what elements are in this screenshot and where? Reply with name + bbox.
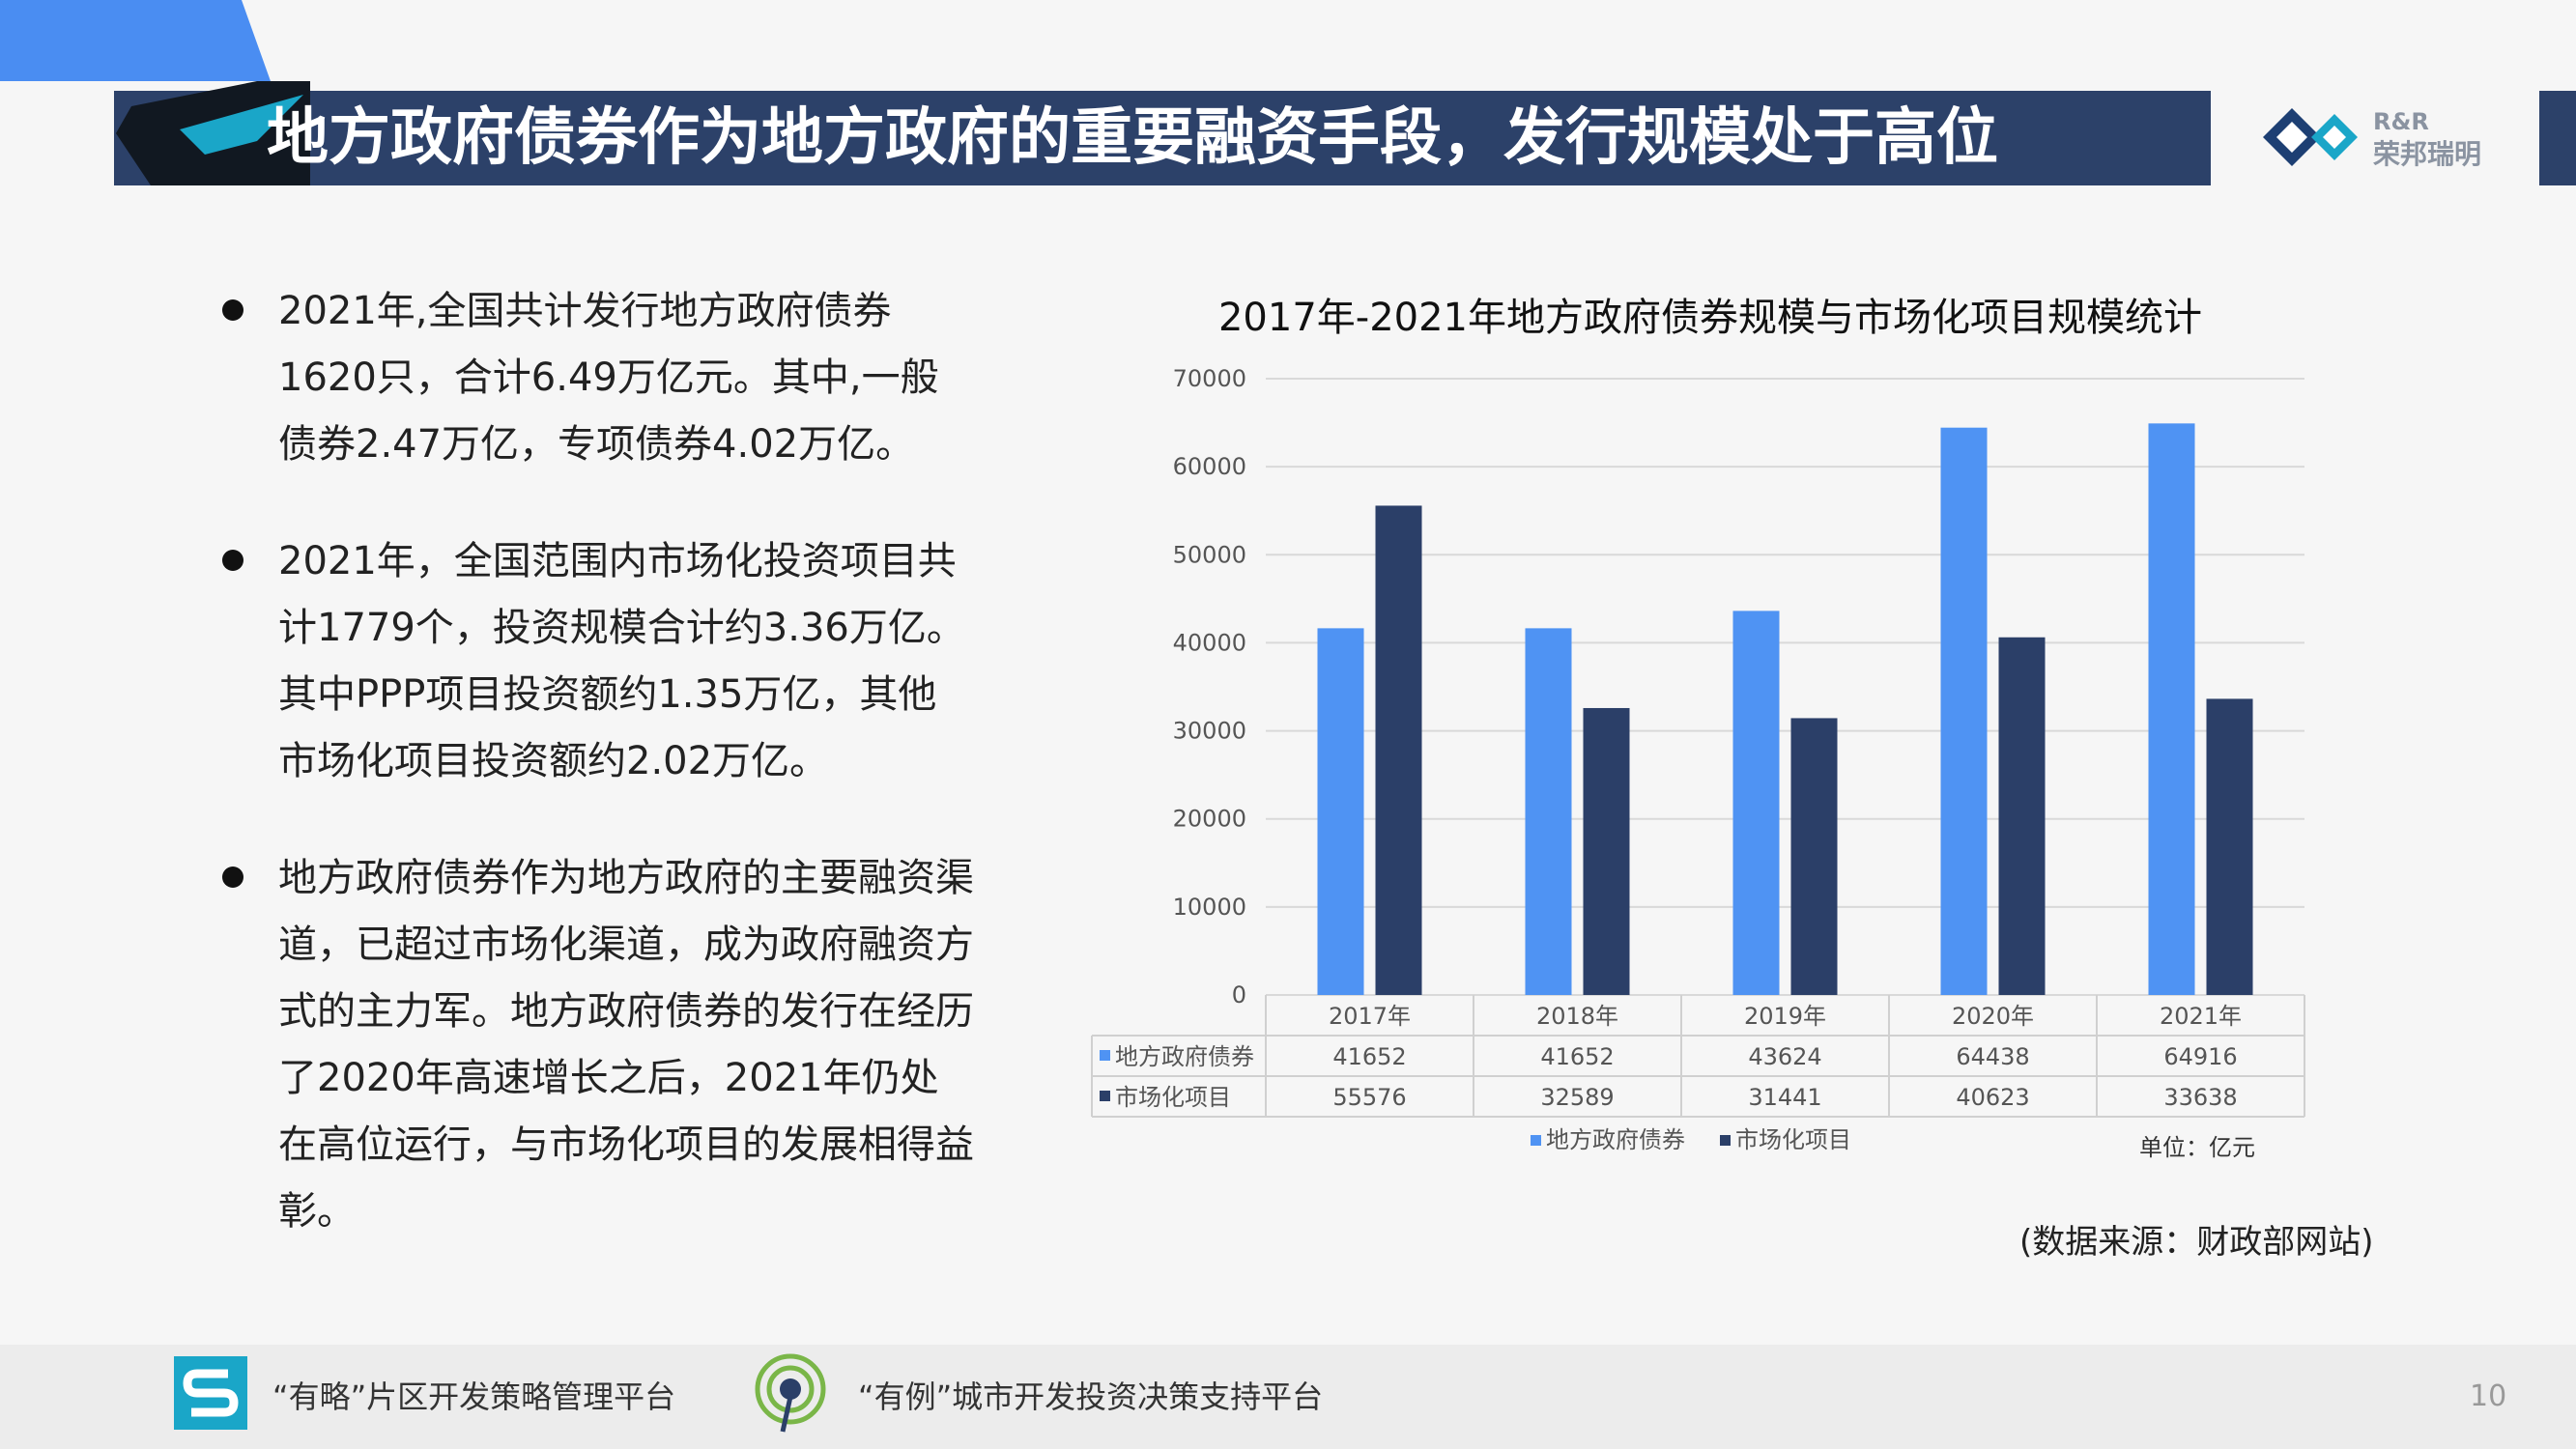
table-value: 43624 <box>1748 1043 1821 1070</box>
table-value: 55576 <box>1332 1084 1406 1111</box>
bar-chart: 0 10000 20000 30000 40000 50000 60000 70000 2017… <box>1091 365 2305 1153</box>
chart-title: 2017年-2021年地方政府债券规模与市场化项目规模统计 <box>1217 296 2203 340</box>
bar-market-2 <box>1790 718 1838 995</box>
bar-bond-2 <box>1732 611 1780 995</box>
youli-logo-icon <box>755 1353 826 1433</box>
legend-key <box>1720 1135 1731 1146</box>
y-tick-label: 70000 <box>1173 365 1246 392</box>
title-bar-decoration <box>116 81 310 185</box>
category-label: 2019年 <box>1744 1003 1826 1030</box>
bar-bond-1 <box>1525 628 1572 995</box>
bullet-text: 地方政府债券作为地方政府的主要融资渠道，已超过市场化渠道，成为政府融资方式的主力… <box>278 856 974 1234</box>
table-value: 64916 <box>2163 1043 2237 1070</box>
y-tick-label: 0 <box>1232 981 1246 1009</box>
category-label: 2020年 <box>1952 1003 2034 1030</box>
legend-label: 市场化项目 <box>1735 1126 1851 1153</box>
table-series-label: 市场化项目 <box>1115 1084 1231 1111</box>
y-tick-label: 50000 <box>1173 541 1246 568</box>
table-value: 32589 <box>1540 1084 1614 1111</box>
legend-label: 地方政府债券 <box>1546 1126 1685 1153</box>
bullet-dot <box>222 299 243 321</box>
table-value: 41652 <box>1540 1043 1614 1070</box>
table-value: 64438 <box>1956 1043 2029 1070</box>
table-legend-key <box>1100 1091 1110 1101</box>
bar-market-1 <box>1583 707 1630 995</box>
table-value: 31441 <box>1748 1084 1821 1111</box>
bar-market-3 <box>1998 637 2046 995</box>
category-label: 2018年 <box>1536 1003 1618 1030</box>
y-tick-label: 10000 <box>1173 894 1246 921</box>
table-legend-key <box>1100 1050 1110 1061</box>
logo-text-cn: 荣邦瑞明 <box>2373 138 2482 170</box>
chart-unit: 单位：亿元 <box>2139 1134 2255 1161</box>
data-source: (数据来源：财政部网站) <box>2019 1223 2374 1262</box>
footer-platform-1: “有略”片区开发策略管理平台 <box>272 1378 676 1415</box>
bullet-text: 2021年,全国共计发行地方政府债券1620只，合计6.49万亿元。其中,一般债… <box>278 289 939 467</box>
bar-bond-4 <box>2148 423 2195 995</box>
y-tick-label: 30000 <box>1173 718 1246 745</box>
table-value: 33638 <box>2163 1084 2237 1111</box>
legend-key <box>1531 1135 1541 1146</box>
table-series-label: 地方政府债券 <box>1115 1043 1254 1070</box>
bar-bond-0 <box>1317 628 1364 995</box>
table-value: 40623 <box>1956 1084 2029 1111</box>
footer-platform-2: “有例”城市开发投资决策支持平台 <box>858 1378 1324 1415</box>
logo-text-en: R&R <box>2373 108 2429 135</box>
bar-market-0 <box>1375 505 1422 995</box>
youlue-logo-icon <box>174 1356 247 1430</box>
category-label: 2017年 <box>1329 1003 1411 1030</box>
title-right-stripe <box>2539 91 2576 185</box>
rr-logo-icon <box>2263 108 2358 166</box>
bar-market-4 <box>2206 698 2253 995</box>
table-value: 41652 <box>1332 1043 1406 1070</box>
y-tick-label: 60000 <box>1173 453 1246 480</box>
bullet-dot <box>222 867 243 888</box>
bullet-text: 2021年，全国范围内市场化投资项目共计1779个，投资规模合计约3.36万亿。… <box>278 539 965 783</box>
header-tab-decoration <box>0 0 271 81</box>
page-number: 10 <box>2470 1379 2507 1413</box>
footer <box>0 1345 2576 1449</box>
category-label: 2021年 <box>2160 1003 2242 1030</box>
title-bar <box>114 91 2211 185</box>
y-tick-label: 20000 <box>1173 806 1246 833</box>
page-title: 地方政府债券作为地方政府的重要融资手段，发行规模处于高位 <box>267 102 1998 174</box>
bar-bond-3 <box>1940 427 1988 995</box>
bullet-dot <box>222 550 243 571</box>
y-tick-label: 40000 <box>1173 629 1246 656</box>
